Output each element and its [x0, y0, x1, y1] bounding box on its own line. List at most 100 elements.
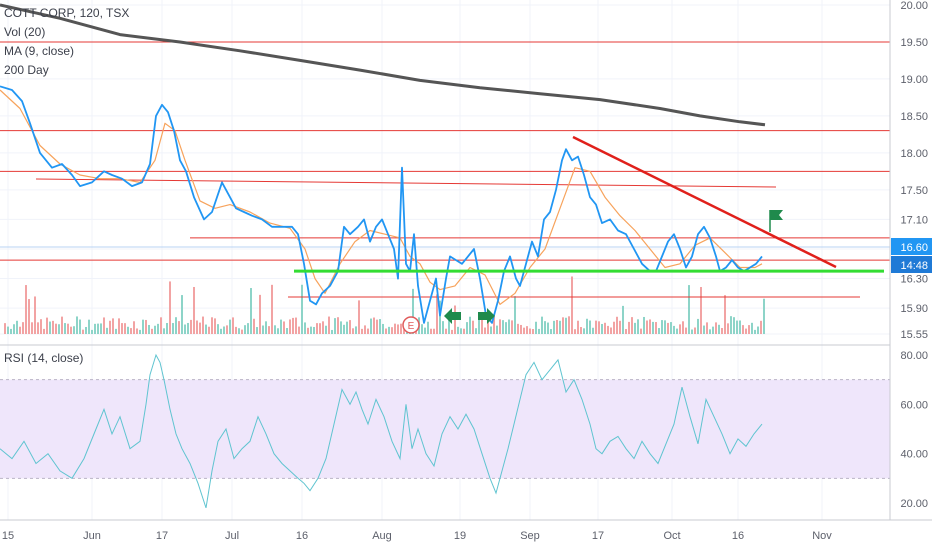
volume-bar	[346, 321, 348, 334]
volume-bar	[352, 328, 354, 334]
volume-bar	[589, 320, 591, 334]
volume-bar	[319, 323, 321, 334]
sloped-level-line[interactable]	[35, 178, 777, 188]
volume-bar	[220, 328, 222, 334]
volume-bar	[424, 327, 426, 334]
volume-bar	[601, 323, 603, 334]
volume-bar	[490, 326, 492, 334]
volume-bar	[550, 329, 552, 334]
time-tick-label: Aug	[372, 530, 392, 542]
arrow-left-icon[interactable]	[444, 308, 461, 324]
horizontal-levels[interactable]	[0, 41, 890, 298]
volume-bar	[34, 296, 36, 334]
volume-bar	[133, 321, 135, 334]
legend-200day[interactable]: 200 Day	[4, 63, 49, 77]
volume-bar	[553, 320, 555, 334]
price-tick-label: 20.00	[900, 0, 928, 12]
volume-bar	[535, 321, 537, 334]
volume-bar	[628, 321, 630, 334]
volume-bar	[505, 322, 507, 334]
volume-bar	[55, 323, 57, 334]
volume-bar	[517, 323, 519, 334]
volume-bar	[322, 321, 324, 334]
volume-bar	[100, 323, 102, 334]
volume-bar	[202, 316, 204, 334]
volume-bar	[127, 326, 129, 334]
volume-bar	[142, 319, 144, 334]
volume-bar	[439, 300, 441, 334]
volume-bar	[382, 323, 384, 334]
volume-bar	[64, 323, 66, 334]
volume-bar	[199, 322, 201, 334]
volume-bar	[580, 327, 582, 334]
flag-icon[interactable]	[769, 210, 783, 232]
volume-bar	[376, 319, 378, 334]
volume-bar	[283, 321, 285, 334]
volume-bar	[271, 284, 273, 334]
volume-bar	[379, 319, 381, 334]
arrow-right-icon[interactable]	[478, 308, 495, 324]
volume-bar	[556, 320, 558, 334]
earnings-marker[interactable]: E	[402, 316, 420, 334]
volume-bar	[640, 328, 642, 334]
volume-bar	[658, 328, 660, 334]
volume-bar	[694, 327, 696, 334]
volume-bar	[715, 322, 717, 334]
volume-bar	[73, 326, 75, 334]
volume-bar	[331, 329, 333, 334]
volume-bar	[745, 328, 747, 334]
legend-symbol[interactable]: COTT CORP, 120, TSX	[4, 6, 130, 20]
volume-bar	[295, 317, 297, 334]
time-tick-label: 16	[296, 530, 308, 542]
volume-bar	[265, 321, 267, 334]
volume-bar	[37, 322, 39, 334]
volume-bar	[685, 327, 687, 334]
trend-line[interactable]	[572, 135, 837, 269]
volume-bar	[268, 326, 270, 334]
volume-bar	[598, 321, 600, 334]
volume-bar	[613, 321, 615, 334]
volume-bar	[145, 319, 147, 334]
legend-rsi[interactable]: RSI (14, close)	[4, 351, 84, 365]
volume-bar	[739, 320, 741, 334]
volume-bar	[541, 316, 543, 334]
volume-bar	[607, 325, 609, 334]
volume-bar	[562, 317, 564, 334]
volume-bar	[571, 276, 573, 334]
volume-bar	[655, 322, 657, 334]
volume-bar	[637, 319, 639, 334]
time-tick-label: Nov	[812, 530, 832, 542]
volume-bar	[304, 322, 306, 334]
volume-bar	[169, 281, 171, 334]
legend-volume[interactable]: Vol (20)	[4, 25, 46, 39]
volume-bar	[106, 327, 108, 334]
volume-bar	[91, 329, 93, 334]
time-tick-label: 19	[454, 530, 466, 542]
countdown-badge	[891, 256, 932, 273]
time-axis-panel[interactable]	[0, 520, 932, 550]
legend-ma[interactable]: MA (9, close)	[4, 44, 75, 58]
volume-bar	[154, 325, 156, 334]
volume-bar	[235, 326, 237, 334]
volume-bar	[493, 316, 495, 334]
volume-bar	[727, 323, 729, 334]
volume-bar	[238, 328, 240, 334]
volume-bar	[592, 327, 594, 334]
volume-bar	[358, 300, 360, 334]
volume-bar	[451, 329, 453, 334]
drawing-overlays[interactable]: E	[294, 135, 884, 334]
volume-bar	[13, 324, 15, 334]
volume-bar	[751, 322, 753, 334]
volume-bar	[457, 326, 459, 334]
volume-bar	[130, 328, 132, 334]
volume-bar	[448, 319, 450, 334]
volume-bar	[502, 320, 504, 334]
volume-bar	[760, 320, 762, 334]
volume-bar	[748, 325, 750, 334]
volume-bar	[619, 320, 621, 334]
volume-bar	[427, 321, 429, 334]
rsi-band	[0, 379, 890, 479]
volume-bar	[229, 319, 231, 334]
volume-bar	[625, 329, 627, 334]
